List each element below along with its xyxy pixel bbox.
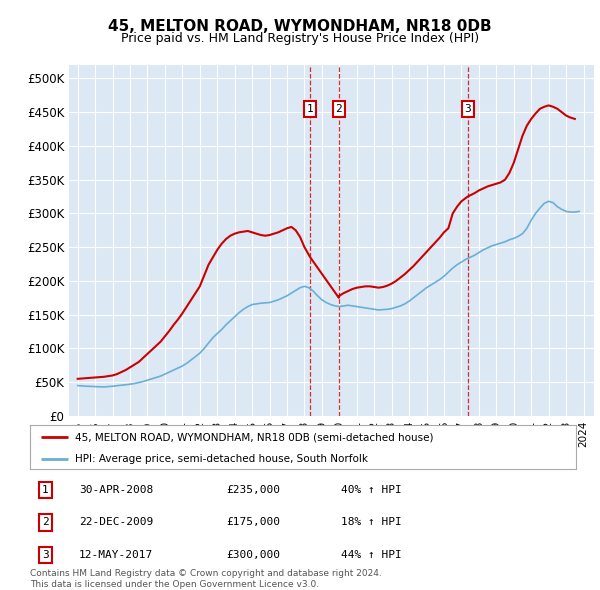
Text: Price paid vs. HM Land Registry's House Price Index (HPI): Price paid vs. HM Land Registry's House …: [121, 32, 479, 45]
Text: 3: 3: [42, 550, 49, 560]
Text: 12-MAY-2017: 12-MAY-2017: [79, 550, 154, 560]
Text: £235,000: £235,000: [227, 485, 281, 495]
Text: Contains HM Land Registry data © Crown copyright and database right 2024.
This d: Contains HM Land Registry data © Crown c…: [30, 569, 382, 589]
Text: 1: 1: [307, 104, 314, 114]
Text: 30-APR-2008: 30-APR-2008: [79, 485, 154, 495]
Text: 45, MELTON ROAD, WYMONDHAM, NR18 0DB (semi-detached house): 45, MELTON ROAD, WYMONDHAM, NR18 0DB (se…: [75, 432, 433, 442]
Text: 44% ↑ HPI: 44% ↑ HPI: [341, 550, 402, 560]
Text: HPI: Average price, semi-detached house, South Norfolk: HPI: Average price, semi-detached house,…: [75, 454, 368, 464]
Text: 40% ↑ HPI: 40% ↑ HPI: [341, 485, 402, 495]
Text: 45, MELTON ROAD, WYMONDHAM, NR18 0DB: 45, MELTON ROAD, WYMONDHAM, NR18 0DB: [108, 19, 492, 34]
Text: £175,000: £175,000: [227, 517, 281, 527]
Text: 2: 2: [335, 104, 342, 114]
Text: £300,000: £300,000: [227, 550, 281, 560]
Text: 1: 1: [42, 485, 49, 495]
Text: 3: 3: [464, 104, 471, 114]
Text: 22-DEC-2009: 22-DEC-2009: [79, 517, 154, 527]
Text: 2: 2: [42, 517, 49, 527]
Text: 18% ↑ HPI: 18% ↑ HPI: [341, 517, 402, 527]
